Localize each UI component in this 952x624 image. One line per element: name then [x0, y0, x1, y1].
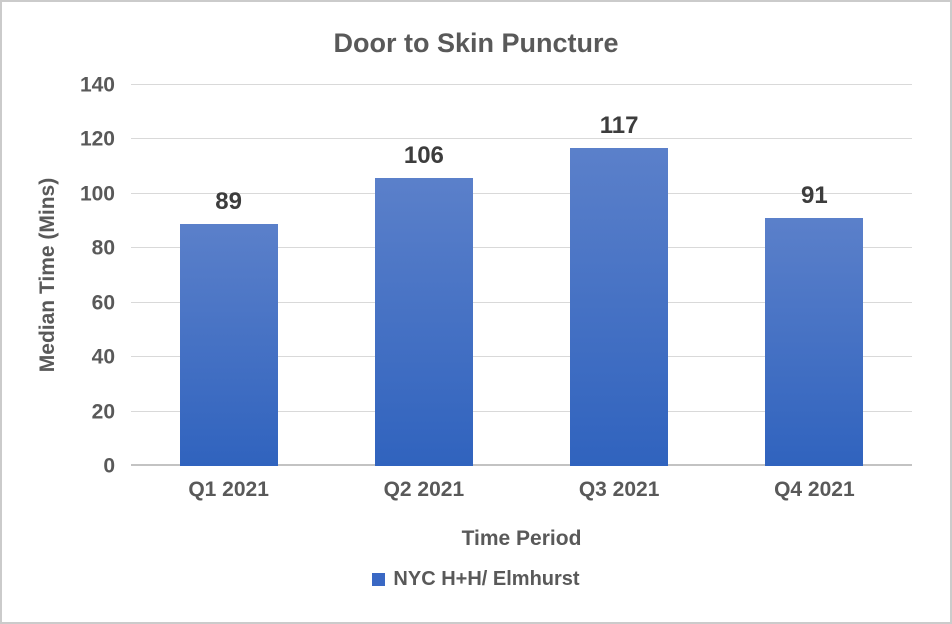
y-tick-label: 20	[91, 400, 115, 424]
gridline	[131, 247, 912, 249]
x-tick-label: Q2 2021	[383, 478, 465, 501]
x-axis-title: Time Period	[461, 527, 582, 550]
legend: NYC H+H/ Elmhurst	[2, 568, 950, 591]
gridline	[131, 138, 912, 140]
gridline	[131, 84, 912, 85]
bar-data-label: 117	[599, 111, 639, 139]
bar-data-label: 106	[403, 141, 444, 169]
y-tick-label: 80	[91, 236, 115, 260]
y-tick-label: 140	[79, 73, 115, 97]
y-tick-label: 40	[91, 345, 115, 369]
gridline	[131, 356, 912, 358]
plot-area: 89 106 117 91	[131, 84, 912, 466]
x-axis-line	[131, 464, 912, 466]
y-tick-label: 120	[79, 127, 115, 151]
bar-q3-2021	[570, 147, 669, 466]
bar-q2-2021	[374, 177, 473, 466]
y-tick-label: 100	[79, 182, 115, 206]
y-tick-label: 0	[103, 454, 115, 478]
x-tick-label: Q4 2021	[774, 478, 855, 501]
y-tick-label: 60	[91, 291, 115, 315]
gridline	[131, 410, 912, 412]
y-axis-labels: 0 20 40 60 80 100 120 140	[2, 75, 115, 477]
x-tick-label: Q3 2021	[578, 478, 660, 501]
gridline	[131, 301, 912, 303]
chart-title: Door to Skin Puncture	[333, 28, 619, 58]
bar-q1-2021	[179, 223, 278, 466]
x-tick-label: Q1 2021	[188, 478, 269, 501]
bar-data-label: 89	[215, 187, 242, 215]
bar-data-label: 91	[801, 182, 828, 210]
x-axis-labels: Q1 2021 Q2 2021 Q3 2021 Q4 2021	[131, 478, 912, 506]
legend-marker-icon	[372, 573, 386, 586]
gridline	[131, 192, 912, 194]
legend-label: NYC H+H/ Elmhurst	[393, 568, 580, 590]
bar-q4-2021	[765, 218, 864, 466]
